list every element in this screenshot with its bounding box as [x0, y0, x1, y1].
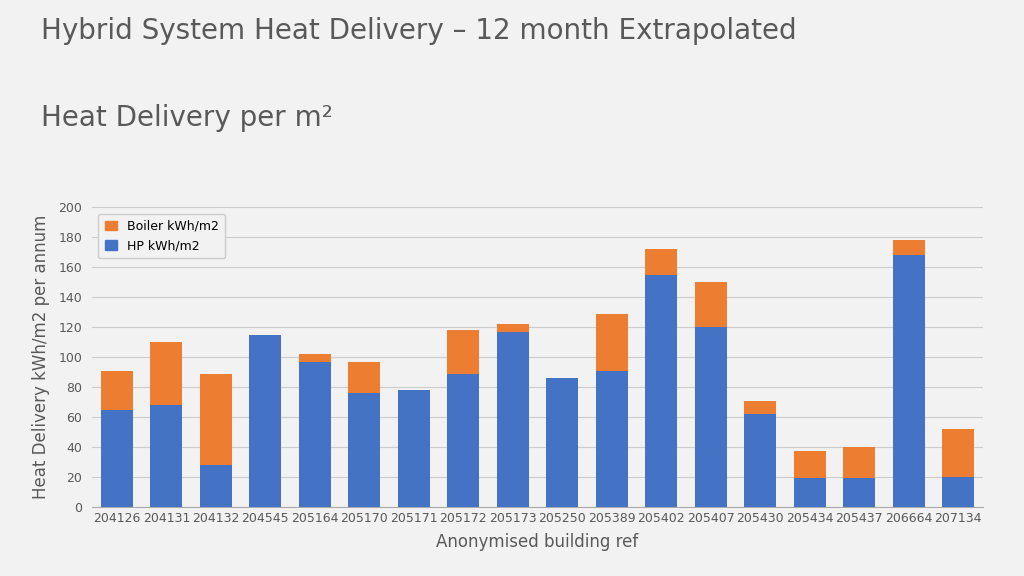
Bar [893, 240, 925, 255]
Bar [843, 447, 876, 479]
Bar [843, 479, 876, 507]
Bar [100, 370, 133, 410]
Bar [348, 393, 381, 507]
Bar [151, 405, 182, 507]
Bar [596, 314, 628, 370]
Bar [942, 429, 975, 477]
Legend: Boiler kWh/m2, HP kWh/m2: Boiler kWh/m2, HP kWh/m2 [98, 214, 225, 259]
Bar [596, 370, 628, 507]
Bar [249, 335, 282, 507]
Bar [348, 362, 381, 393]
Bar [645, 249, 678, 275]
Bar [694, 282, 727, 327]
Bar [200, 374, 232, 465]
Bar [497, 324, 529, 332]
Bar [744, 400, 776, 414]
Bar [744, 414, 776, 507]
Text: Hybrid System Heat Delivery – 12 month Extrapolated: Hybrid System Heat Delivery – 12 month E… [41, 17, 797, 46]
Bar [397, 390, 430, 507]
Bar [447, 374, 479, 507]
Bar [794, 452, 826, 479]
Bar [694, 327, 727, 507]
Bar [645, 275, 678, 507]
Bar [794, 479, 826, 507]
Bar [151, 342, 182, 405]
Bar [299, 362, 331, 507]
Bar [893, 255, 925, 507]
X-axis label: Anonymised building ref: Anonymised building ref [436, 533, 639, 551]
Bar [546, 378, 579, 507]
Bar [299, 354, 331, 362]
Bar [200, 465, 232, 507]
Bar [942, 477, 975, 507]
Bar [497, 332, 529, 507]
Text: Heat Delivery per m²: Heat Delivery per m² [41, 104, 333, 132]
Bar [100, 410, 133, 507]
Y-axis label: Heat Delivery kWh/m2 per annum: Heat Delivery kWh/m2 per annum [32, 215, 50, 499]
Bar [447, 330, 479, 374]
